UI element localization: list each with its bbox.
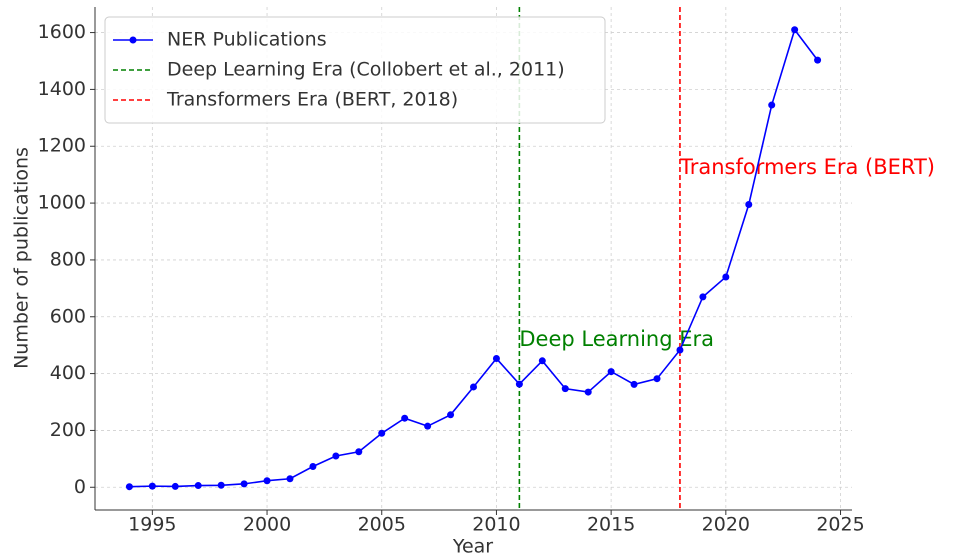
point xyxy=(217,481,225,489)
x-tick-label: 1995 xyxy=(128,514,176,536)
point xyxy=(653,375,661,383)
point xyxy=(607,368,615,376)
y-tick-label: 1200 xyxy=(38,135,86,157)
x-tick-label: 2025 xyxy=(816,514,864,536)
y-tick-label: 400 xyxy=(50,362,86,384)
x-tick-label: 2020 xyxy=(702,514,750,536)
y-axis-label: Number of publications xyxy=(11,147,33,369)
x-tick-label: 2015 xyxy=(587,514,635,536)
point xyxy=(355,448,363,456)
point xyxy=(538,357,546,365)
era-annotation: Transformers Era (BERT) xyxy=(679,155,935,179)
point xyxy=(515,380,523,388)
point xyxy=(470,383,477,391)
point xyxy=(768,101,776,109)
point xyxy=(492,355,500,363)
point xyxy=(240,480,248,488)
legend-label: NER Publications xyxy=(167,29,327,51)
point xyxy=(584,388,592,396)
legend-label: Deep Learning Era (Collobert et al., 201… xyxy=(167,59,565,81)
point xyxy=(171,482,179,490)
point xyxy=(745,201,753,209)
point xyxy=(424,422,432,430)
x-axis-label: Year xyxy=(452,536,493,558)
point xyxy=(722,273,730,281)
point xyxy=(194,482,202,490)
point xyxy=(125,483,133,491)
point xyxy=(630,380,638,388)
y-tick-label: 1400 xyxy=(38,78,86,100)
point xyxy=(332,452,340,460)
legend-marker xyxy=(129,36,137,44)
y-tick-label: 200 xyxy=(50,419,86,441)
legend-label: Transformers Era (BERT, 2018) xyxy=(166,89,458,111)
y-tick-label: 600 xyxy=(50,305,86,327)
point xyxy=(378,429,386,437)
point xyxy=(148,482,156,490)
legend-box xyxy=(104,16,606,124)
point xyxy=(447,411,455,419)
y-tick-label: 800 xyxy=(50,248,86,270)
point xyxy=(561,385,569,393)
point xyxy=(401,414,409,422)
x-tick-label: 2010 xyxy=(472,514,520,536)
point xyxy=(286,475,294,483)
x-tick-label: 2000 xyxy=(243,514,291,536)
point xyxy=(309,463,317,471)
point xyxy=(263,477,271,485)
y-tick-label: 1600 xyxy=(38,21,86,43)
x-tick-label: 2005 xyxy=(358,514,406,536)
point xyxy=(791,26,799,34)
y-tick-label: 1000 xyxy=(38,192,86,214)
point xyxy=(814,56,822,64)
point xyxy=(699,293,707,301)
point xyxy=(676,346,684,354)
y-tick-label: 0 xyxy=(74,476,86,498)
